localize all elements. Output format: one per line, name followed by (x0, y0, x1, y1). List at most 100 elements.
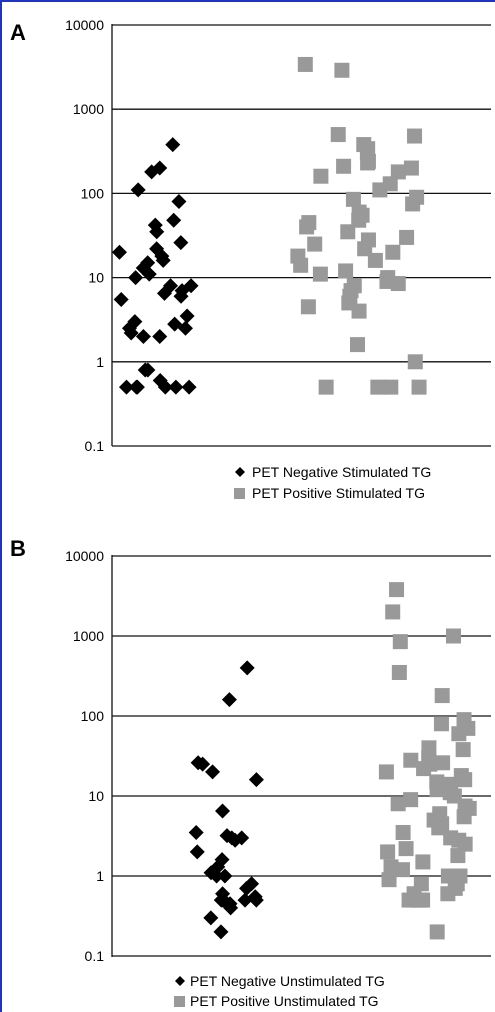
data-point-square (318, 379, 334, 395)
data-point-diamond (111, 244, 127, 260)
data-point-diamond (181, 379, 197, 395)
data-point-square (434, 688, 450, 704)
data-point-square (293, 257, 309, 273)
panel-a-chart: A 10000 1000 100 10 1 0.1 PET Negative Stimul… (10, 17, 491, 501)
data-point-square (403, 792, 419, 808)
data-point-square (312, 266, 328, 282)
data-point-square (385, 244, 401, 260)
panel-a-tick-labels: 10000 1000 100 10 1 0.1 (65, 17, 104, 454)
data-point-square (340, 224, 356, 240)
data-point-diamond (128, 270, 144, 286)
y-tick-label: 0.1 (85, 438, 105, 454)
panel-b-points (188, 582, 477, 940)
y-tick-label: 10 (88, 788, 104, 804)
data-point-square (379, 273, 395, 289)
data-point-square (351, 212, 367, 228)
data-point-diamond (195, 756, 211, 772)
data-point-square (367, 252, 383, 268)
data-point-square (313, 168, 329, 184)
data-point-square (389, 582, 405, 598)
data-point-square (433, 716, 449, 732)
data-point-diamond (157, 379, 173, 395)
data-point-square (398, 841, 414, 857)
data-point-diamond (239, 880, 255, 896)
data-point-diamond (217, 868, 233, 884)
legend-b-negative-text: PET Negative Unstimulated TG (190, 973, 385, 989)
data-point-square (403, 752, 419, 768)
data-point-square (350, 337, 366, 353)
legend-a-positive-marker (234, 488, 245, 499)
data-point-diamond (188, 824, 204, 840)
data-point-diamond (215, 803, 231, 819)
data-point-square (385, 604, 401, 620)
data-point-diamond (248, 892, 264, 908)
data-point-diamond (173, 288, 189, 304)
data-point-diamond (168, 379, 184, 395)
data-point-square (383, 379, 399, 395)
data-point-square (431, 820, 447, 836)
y-tick-label: 100 (81, 185, 105, 201)
data-point-diamond (156, 285, 172, 301)
legend-a-negative-marker (235, 467, 245, 477)
data-point-diamond (177, 320, 193, 336)
data-point-square (445, 628, 461, 644)
data-point-square (395, 824, 411, 840)
data-point-square (457, 836, 473, 852)
y-tick-label: 100 (81, 708, 105, 724)
legend-a-positive-text: PET Positive Stimulated TG (252, 485, 425, 501)
data-point-square (380, 844, 396, 860)
panel-b-legend: PET Negative Unstimulated TG PET Positiv… (174, 973, 385, 1009)
data-point-diamond (130, 182, 146, 198)
data-point-square (300, 299, 316, 315)
data-point-square (405, 196, 421, 212)
data-point-diamond (166, 212, 182, 228)
data-point-square (451, 726, 467, 742)
data-point-diamond (155, 252, 171, 268)
data-point-diamond (203, 910, 219, 926)
data-point-diamond (141, 266, 157, 282)
data-point-square (411, 379, 427, 395)
data-point-square (334, 62, 350, 78)
data-point-diamond (149, 224, 165, 240)
legend-b-positive-text: PET Positive Unstimulated TG (190, 993, 379, 1009)
data-point-square (407, 128, 423, 144)
data-point-square (360, 155, 376, 171)
data-point-diamond (171, 194, 187, 210)
data-point-diamond (209, 868, 225, 884)
legend-b-positive-marker (174, 996, 185, 1007)
y-tick-label: 1 (96, 354, 104, 370)
panel-a-label: A (10, 20, 26, 45)
data-point-diamond (213, 924, 229, 940)
data-point-square (357, 241, 373, 257)
y-tick-label: 10000 (65, 17, 104, 33)
data-point-square (307, 236, 323, 252)
y-tick-label: 10 (88, 270, 104, 286)
y-tick-label: 0.1 (85, 948, 105, 964)
data-point-square (330, 127, 346, 143)
data-point-square (338, 263, 354, 279)
data-point-diamond (221, 692, 237, 708)
panel-a-legend: PET Negative Stimulated TG PET Positive … (234, 464, 431, 501)
data-point-square (435, 755, 451, 771)
panel-a-gridlines (112, 24, 491, 447)
y-tick-label: 1 (96, 868, 104, 884)
legend-b-negative-marker (175, 976, 185, 986)
data-point-diamond (239, 660, 255, 676)
data-point-diamond (135, 328, 151, 344)
data-point-square (391, 664, 407, 680)
data-point-square (455, 742, 471, 758)
data-point-square (345, 191, 361, 207)
panel-b-label: B (10, 536, 26, 561)
data-point-diamond (113, 291, 129, 307)
y-tick-label: 1000 (73, 628, 104, 644)
legend-a-negative-text: PET Negative Stimulated TG (252, 464, 431, 480)
data-point-square (299, 219, 315, 235)
panel-b-tick-labels: 10000 1000 100 10 1 0.1 (65, 548, 104, 964)
data-point-square (401, 892, 417, 908)
data-point-square (378, 764, 394, 780)
data-point-square (390, 796, 406, 812)
data-point-square (407, 354, 423, 370)
data-point-square (416, 761, 432, 777)
